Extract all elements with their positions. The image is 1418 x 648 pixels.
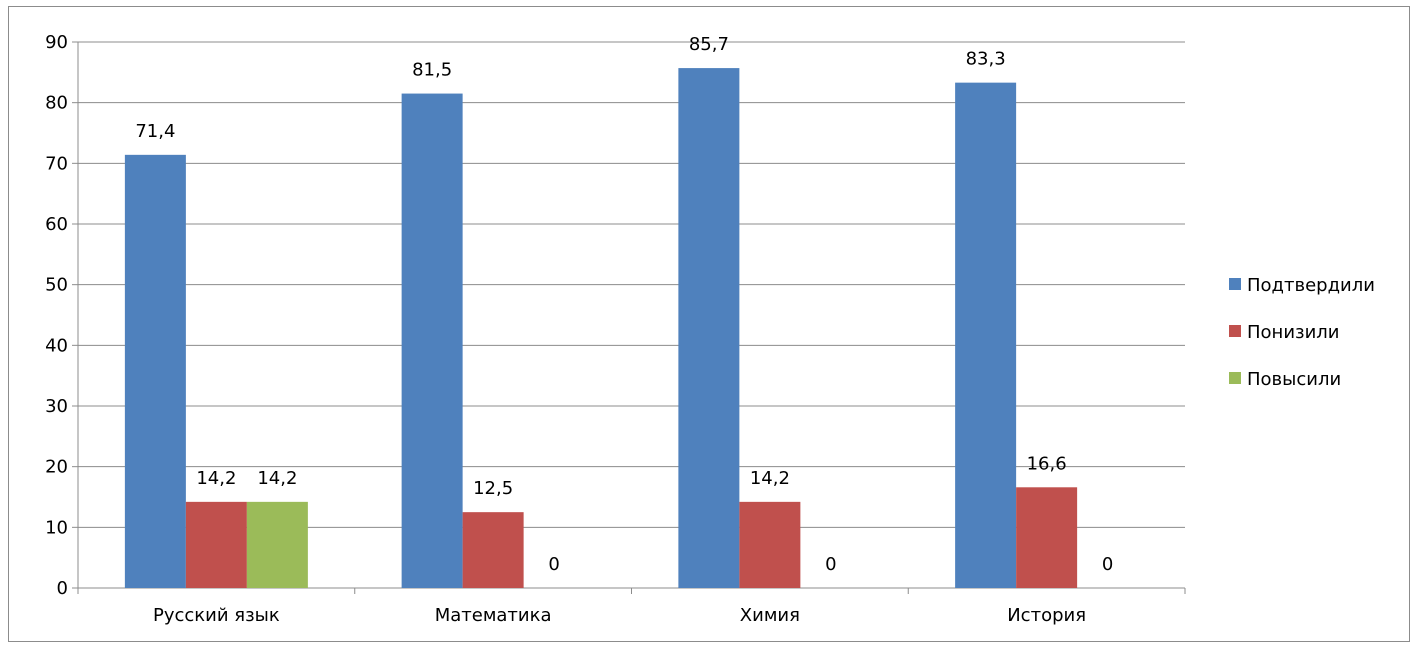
data-label: 14,2 — [196, 468, 236, 489]
data-label: 12,5 — [473, 478, 513, 499]
category-label: История — [1007, 605, 1086, 626]
data-label: 83,3 — [966, 49, 1006, 70]
legend-swatch — [1229, 372, 1241, 384]
data-label: 14,2 — [257, 468, 297, 489]
legend-label: Понизили — [1247, 322, 1340, 343]
data-label: 14,2 — [750, 468, 790, 489]
data-label: 0 — [548, 554, 559, 575]
data-label: 16,6 — [1027, 453, 1067, 474]
data-label: 85,7 — [689, 34, 729, 55]
data-labels: 71,4 14,2 14,2 81,5 12,5 0 85,7 14,2 0 83,3 16,6 0 — [135, 34, 1113, 575]
y-tick-label: 30 — [45, 396, 68, 417]
y-axis-ticks: 0 10 20 30 40 50 60 70 80 90 — [45, 32, 78, 599]
bar — [739, 501, 801, 588]
bar — [246, 501, 308, 588]
bar — [401, 93, 463, 589]
y-tick-label: 70 — [45, 153, 68, 174]
legend-label: Повысили — [1247, 369, 1341, 390]
bar — [124, 154, 186, 588]
legend: Подтвердили Понизили Повысили — [1229, 275, 1375, 390]
category-label: Русский язык — [153, 605, 280, 626]
legend-label: Подтвердили — [1247, 275, 1375, 296]
y-tick-label: 10 — [45, 517, 68, 538]
y-tick-label: 50 — [45, 275, 68, 296]
data-label: 0 — [825, 554, 836, 575]
bar — [678, 68, 740, 588]
y-tick-label: 20 — [45, 457, 68, 478]
y-tick-label: 60 — [45, 214, 68, 235]
y-tick-label: 90 — [45, 32, 68, 53]
gridlines — [78, 41, 1185, 528]
y-tick-label: 40 — [45, 335, 68, 356]
bar — [462, 512, 524, 588]
bars — [124, 68, 1078, 589]
y-tick-label: 0 — [57, 578, 68, 599]
bar — [1016, 487, 1078, 588]
y-tick-label: 80 — [45, 93, 68, 114]
legend-swatch — [1229, 278, 1241, 290]
category-label: Математика — [435, 605, 552, 626]
data-label: 81,5 — [412, 60, 452, 81]
data-label: 0 — [1102, 554, 1113, 575]
bar — [185, 501, 247, 588]
x-axis-categories: Русский язык Математика Химия История — [153, 605, 1086, 626]
category-label: Химия — [740, 605, 800, 626]
legend-swatch — [1229, 325, 1241, 337]
bar — [955, 82, 1017, 588]
data-label: 71,4 — [135, 121, 175, 142]
